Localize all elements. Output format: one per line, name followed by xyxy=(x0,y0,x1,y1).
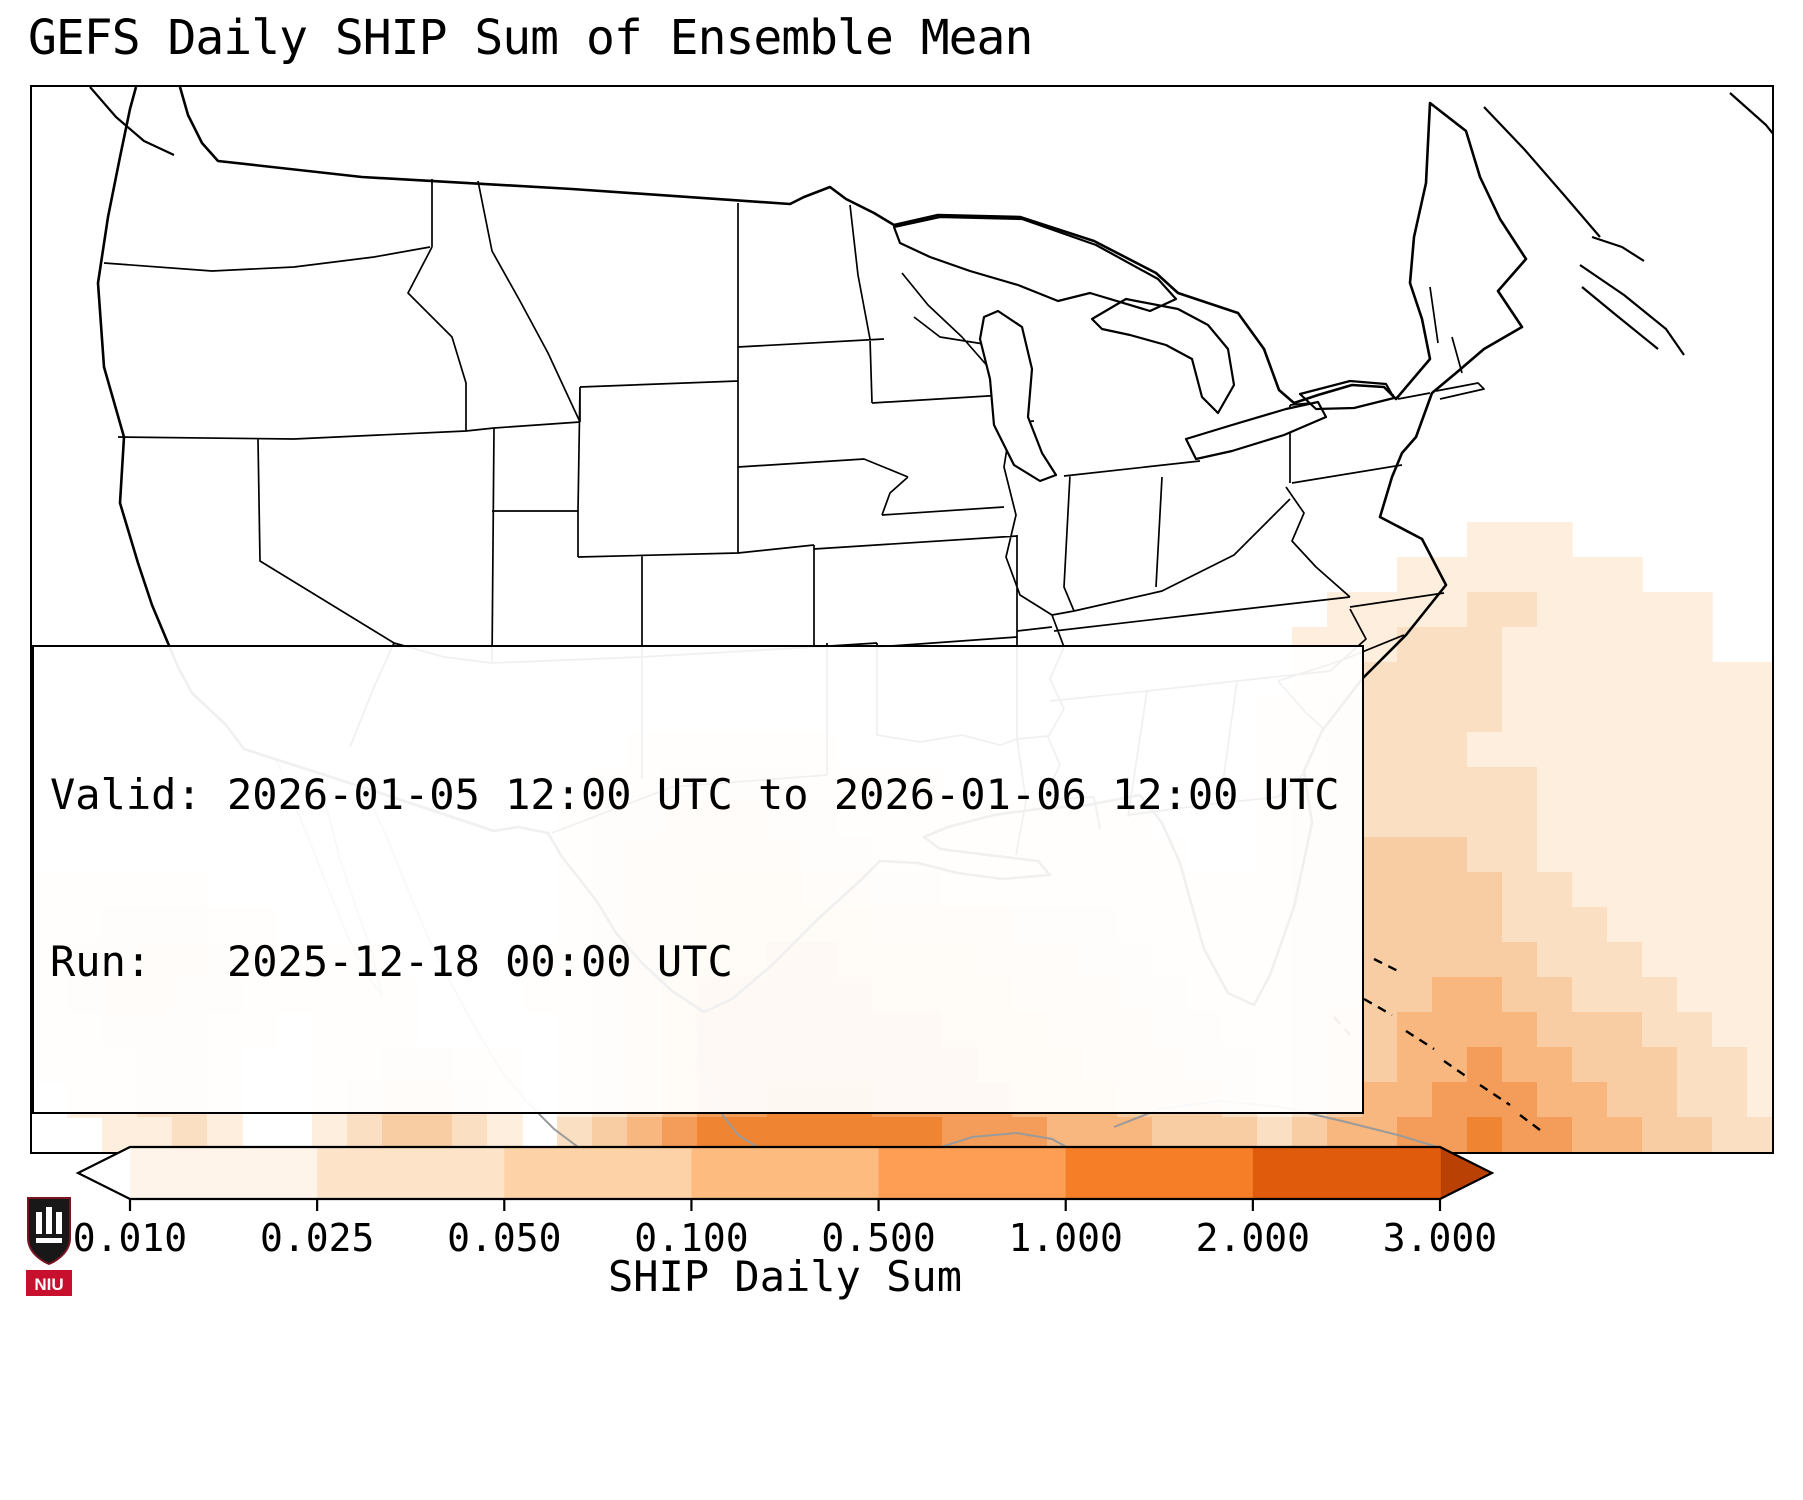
niu-castle-base xyxy=(36,1238,62,1243)
canada-coastline xyxy=(89,87,1772,356)
colorbar-segment xyxy=(878,1147,1067,1199)
colorbar-tick-label: 1.000 xyxy=(1009,1216,1123,1260)
niu-castle-tower xyxy=(56,1212,62,1234)
colorbar-segment xyxy=(504,1147,693,1199)
map-panel: Valid: 2026-01-05 12:00 UTC to 2026-01-0… xyxy=(30,85,1774,1154)
info-box: Valid: 2026-01-05 12:00 UTC to 2026-01-0… xyxy=(32,644,1364,1114)
colorbar-under-arrow xyxy=(78,1147,130,1199)
colorbar-segment xyxy=(1252,1147,1441,1199)
great-lakes xyxy=(892,215,1396,483)
colorbar-tick-label: 0.100 xyxy=(634,1216,748,1260)
colorbar-tick-label: 0.010 xyxy=(73,1216,187,1260)
colorbar-tick-label: 3.000 xyxy=(1383,1216,1497,1260)
colorbar-tick-label: 0.025 xyxy=(260,1216,374,1260)
colorbar-tick-label: 0.500 xyxy=(821,1216,935,1260)
info-valid-line: Valid: 2026-01-05 12:00 UTC to 2026-01-0… xyxy=(50,770,1340,820)
niu-logo: NIU xyxy=(26,1197,72,1296)
colorbar-segment xyxy=(130,1147,318,1199)
niu-logo-text: NIU xyxy=(34,1275,63,1294)
chart-title: GEFS Daily SHIP Sum of Ensemble Mean xyxy=(28,10,1033,66)
niu-castle-icon xyxy=(36,1212,42,1234)
niu-castle-tower xyxy=(46,1207,52,1234)
colorbar-segment xyxy=(1065,1147,1254,1199)
info-run-line: Run: 2025-12-18 00:00 UTC xyxy=(50,936,733,986)
niu-banner xyxy=(26,1270,72,1296)
colorbar-segment xyxy=(317,1147,506,1199)
colorbar: 0.010 0.025 0.050 0.100 0.500 1.000 2.000 3.000 xyxy=(73,1145,1497,1260)
bahamas-coastline xyxy=(1333,957,1545,1134)
colorbar-segment xyxy=(691,1147,880,1199)
colorbar-tick-label: 2.000 xyxy=(1196,1216,1310,1260)
colorbar-label: SHIP Daily Sum xyxy=(607,1252,962,1301)
colorbar-over-arrow xyxy=(1440,1147,1492,1199)
colorbar-tick-label: 0.050 xyxy=(447,1216,561,1260)
